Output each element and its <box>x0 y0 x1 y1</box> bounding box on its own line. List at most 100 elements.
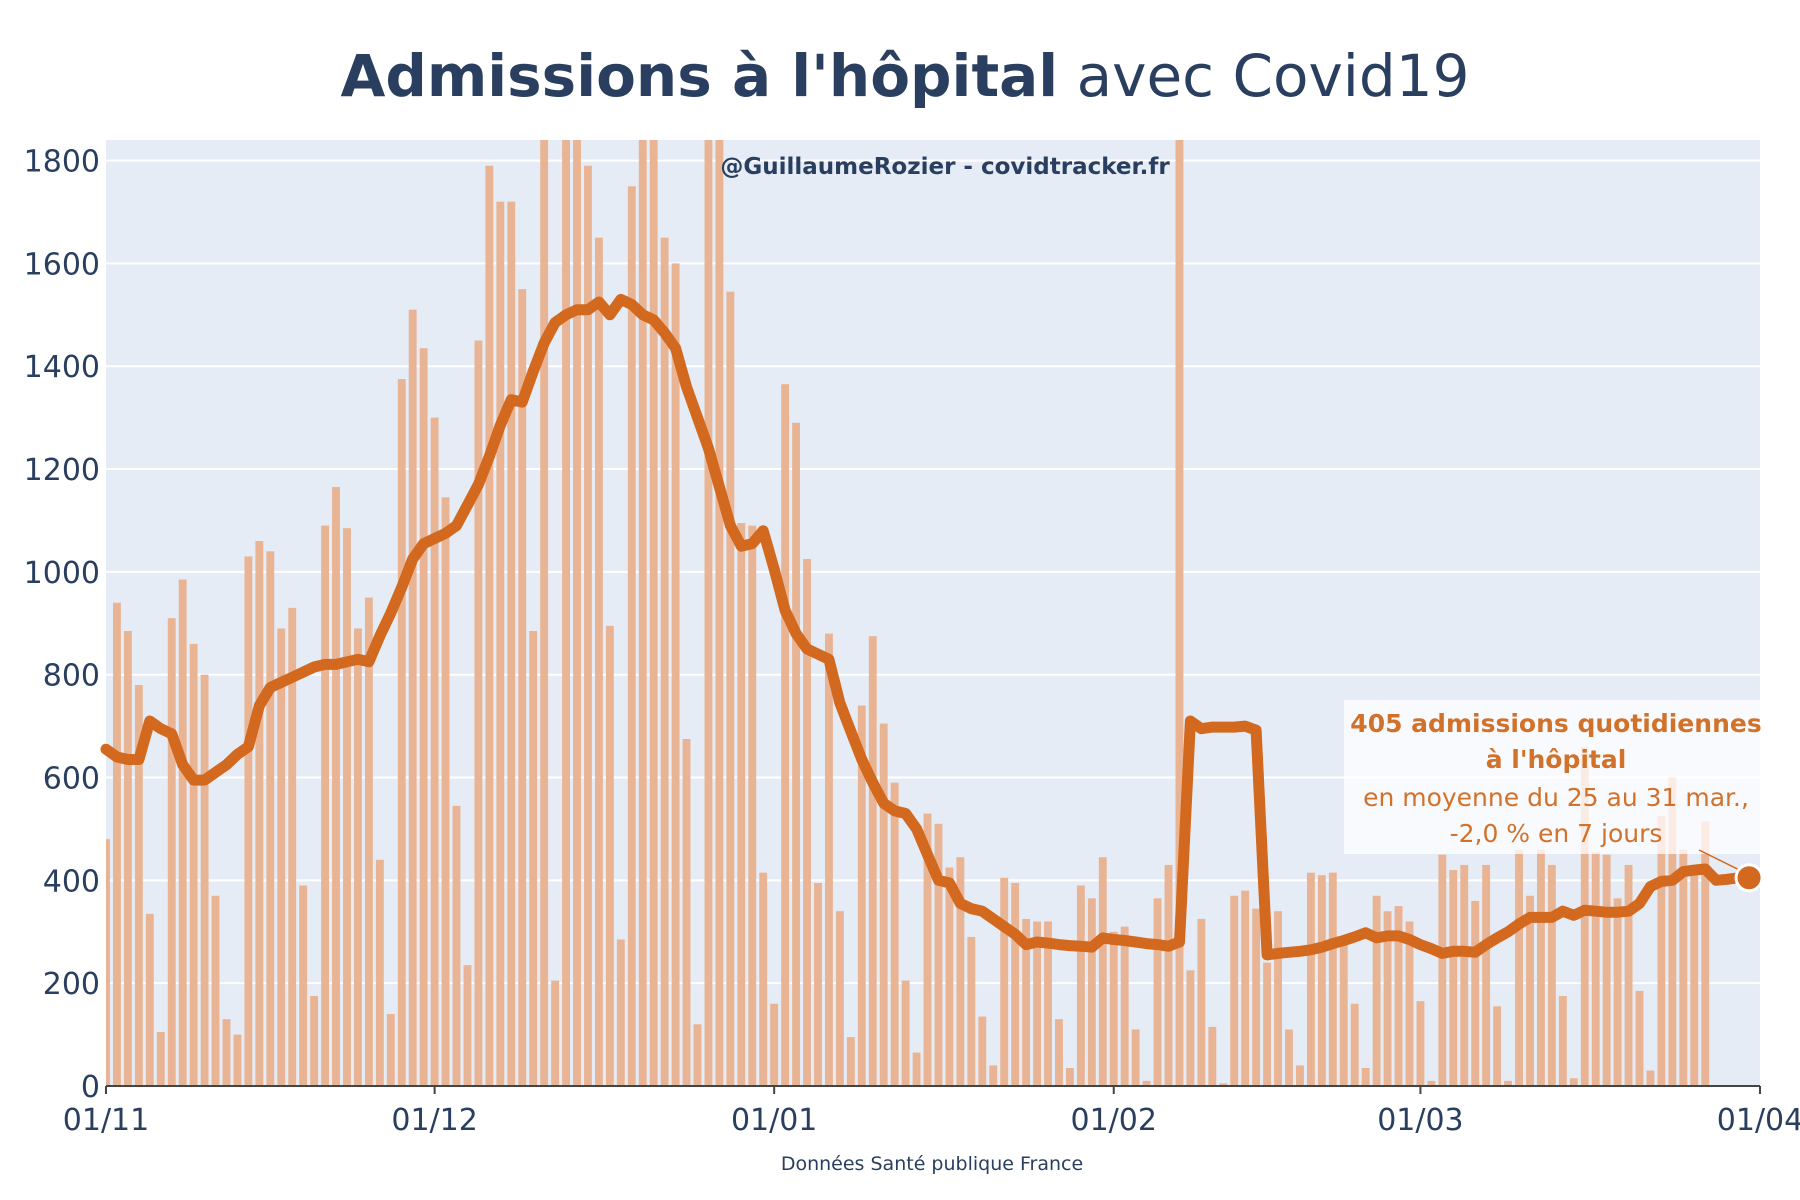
x-tick-label: 01/04 <box>1717 1103 1800 1138</box>
daily-bar <box>452 805 461 1086</box>
daily-bar <box>1679 849 1688 1086</box>
daily-bar <box>233 1034 242 1086</box>
daily-bar <box>1657 816 1666 1086</box>
daily-bar <box>1482 864 1491 1086</box>
daily-bar <box>1460 864 1469 1086</box>
daily-bar <box>244 556 253 1086</box>
daily-bar <box>1416 1001 1425 1086</box>
daily-bar <box>134 684 143 1086</box>
daily-bar <box>890 782 899 1086</box>
daily-bar <box>1602 854 1611 1086</box>
daily-bar <box>835 911 844 1086</box>
daily-bar <box>715 140 724 1086</box>
daily-bar <box>397 379 406 1086</box>
daily-bar <box>1350 1003 1359 1086</box>
y-tick-label: 200 <box>43 967 100 1002</box>
y-tick-labels: 0 200 400 600 800 1000 1200 1400 1600 1800 <box>24 145 100 1105</box>
daily-bar <box>1668 777 1677 1086</box>
daily-admission-bars <box>106 140 1710 1087</box>
daily-bar <box>1493 1006 1502 1086</box>
x-tick-label: 01/03 <box>1377 1103 1463 1138</box>
x-tick-labels: 01/11 01/12 01/01 01/02 01/03 01/04 <box>63 1086 1800 1138</box>
daily-bar <box>616 939 625 1086</box>
daily-bar <box>1690 872 1699 1086</box>
daily-bar <box>792 422 801 1086</box>
x-tick-label: 01/11 <box>63 1103 149 1138</box>
daily-bar <box>1613 898 1622 1086</box>
annotation-line-2: à l'hôpital <box>1486 745 1627 774</box>
daily-bar <box>1044 921 1052 1086</box>
daily-bar <box>748 525 757 1086</box>
daily-bar <box>846 1037 855 1086</box>
daily-bar <box>1624 864 1633 1086</box>
daily-bar <box>496 201 505 1086</box>
daily-bar <box>551 980 560 1086</box>
annotation-line-1: 405 admissions quotidiennes <box>1350 709 1761 738</box>
daily-bar <box>1175 140 1184 1086</box>
annotation-box <box>1344 700 1760 854</box>
daily-bar <box>222 1019 231 1086</box>
daily-bar <box>989 1065 998 1086</box>
daily-bar <box>321 525 330 1086</box>
daily-bar <box>123 630 132 1086</box>
daily-bar <box>1580 746 1589 1086</box>
daily-bar <box>978 1016 987 1086</box>
daily-bar <box>200 674 209 1086</box>
daily-bar <box>879 723 888 1086</box>
daily-bar <box>441 497 450 1086</box>
daily-bar <box>605 625 614 1086</box>
daily-bar <box>857 705 866 1086</box>
daily-bar <box>386 1014 395 1086</box>
daily-bar <box>419 348 428 1086</box>
daily-bar <box>1361 1068 1370 1086</box>
daily-bar <box>726 291 735 1087</box>
daily-bar <box>1076 885 1085 1086</box>
daily-bar <box>1515 849 1523 1086</box>
daily-bar <box>1317 875 1326 1086</box>
daily-bar <box>364 597 373 1086</box>
daily-bar <box>529 630 538 1086</box>
daily-bar <box>408 309 417 1086</box>
daily-bar <box>770 1003 779 1086</box>
x-tick-label: 01/01 <box>731 1103 817 1138</box>
daily-bar <box>1274 911 1282 1086</box>
daily-bar <box>1449 870 1458 1086</box>
daily-bar <box>660 237 669 1086</box>
daily-bar <box>106 839 110 1086</box>
daily-bar <box>277 628 286 1086</box>
daily-bar <box>1547 864 1556 1086</box>
daily-bar <box>1022 918 1031 1086</box>
daily-bar <box>1120 926 1129 1086</box>
daily-bar <box>967 936 976 1086</box>
daily-bar <box>1635 990 1644 1086</box>
source-text: Données Santé publique France <box>781 1153 1083 1175</box>
daily-bar <box>562 140 570 1086</box>
daily-bar <box>288 607 297 1086</box>
daily-bar <box>781 384 790 1087</box>
daily-bar <box>1033 921 1042 1086</box>
daily-bar <box>682 738 691 1086</box>
daily-bar <box>1000 877 1009 1086</box>
daily-bar <box>1427 1080 1436 1086</box>
daily-bar <box>1646 1070 1655 1086</box>
daily-bar <box>1591 852 1600 1086</box>
daily-bar <box>1055 1019 1063 1086</box>
daily-bar <box>803 559 811 1086</box>
daily-bar <box>1526 895 1534 1086</box>
daily-bar <box>375 859 384 1086</box>
daily-bar <box>474 340 483 1086</box>
daily-bar <box>1186 970 1195 1086</box>
daily-bar <box>1098 857 1107 1086</box>
daily-bar <box>814 882 822 1086</box>
daily-bar <box>310 996 319 1086</box>
daily-bar <box>1164 864 1173 1086</box>
daily-bar <box>211 895 220 1086</box>
y-tick-label: 1200 <box>24 453 100 488</box>
y-tick-label: 600 <box>43 762 100 797</box>
daily-bar <box>507 201 516 1086</box>
chart-title: Admissions à l'hôpital avec Covid19 <box>340 42 1469 110</box>
annotation-line-3: en moyenne du 25 au 31 mar., <box>1363 783 1749 812</box>
daily-bar <box>868 636 877 1086</box>
daily-bar <box>1197 918 1206 1086</box>
